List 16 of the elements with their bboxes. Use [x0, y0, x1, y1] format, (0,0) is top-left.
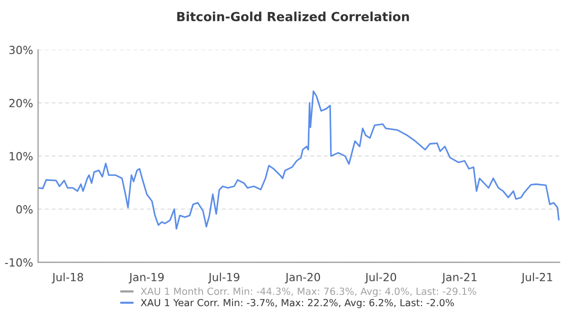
x-tick-label: Jul-18: [52, 272, 84, 284]
x-tick-label: Jul-19: [208, 272, 240, 284]
x-tick-label: Jul-21: [521, 272, 552, 284]
chart-title: Bitcoin-Gold Realized Correlation: [177, 12, 409, 22]
x-tick-label: Jan-19: [128, 272, 164, 284]
x-tick-label: Jul-20: [364, 272, 396, 284]
legend-label: XAU 1 Year Corr. Min: -3.7%, Max: 22.2%, Avg: 6.2%, Last: -2.0%: [140, 298, 454, 308]
y-tick-label: -10%: [5, 258, 33, 267]
line-series: [38, 90, 560, 230]
text: XAU 1 Month Corr. Min: -44.3%, Max: 76.3%, Avg: 4.0%, Last: -29.1%: [140, 287, 476, 297]
y-tick-label: 10%: [10, 152, 33, 160]
x-tick-label: Jan-21: [442, 272, 476, 284]
y-tick-label: 0%: [16, 205, 33, 214]
y-tick-label: 20%: [9, 98, 33, 108]
x-tick-label: Jan-20: [284, 272, 320, 284]
y-tick-label: 30%: [9, 46, 33, 54]
